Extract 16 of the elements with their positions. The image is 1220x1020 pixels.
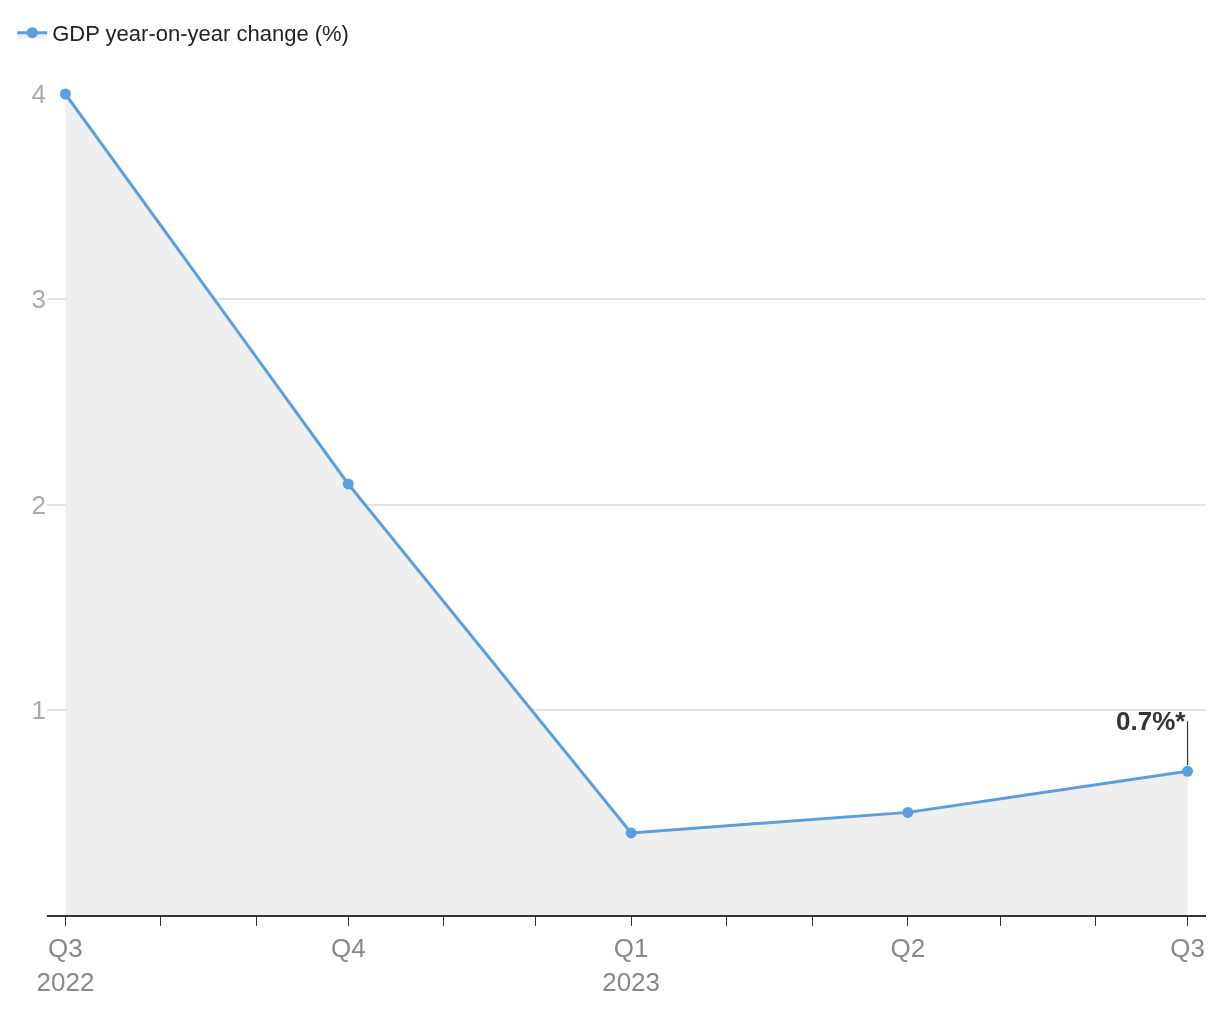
x-tick-label: Q1 2023	[602, 932, 661, 997]
x-tick-label: Q2	[890, 932, 926, 963]
x-tick-label: Q4	[330, 932, 366, 963]
y-tick-label: 4	[31, 79, 46, 110]
x-tick-label: Q3 2022	[36, 932, 95, 997]
y-tick-label: 3	[31, 284, 46, 315]
point	[902, 806, 914, 818]
point	[342, 478, 354, 490]
annotation: 0.7%*	[1116, 706, 1187, 736]
point	[625, 827, 637, 839]
y-tick-label: 2	[31, 489, 46, 520]
y-tick-label: 1	[31, 694, 46, 725]
legend-label: GDP year-on-year change (%)	[52, 21, 349, 47]
point	[1182, 765, 1194, 777]
point	[59, 88, 71, 100]
x-tick-label: Q3	[1170, 932, 1205, 963]
